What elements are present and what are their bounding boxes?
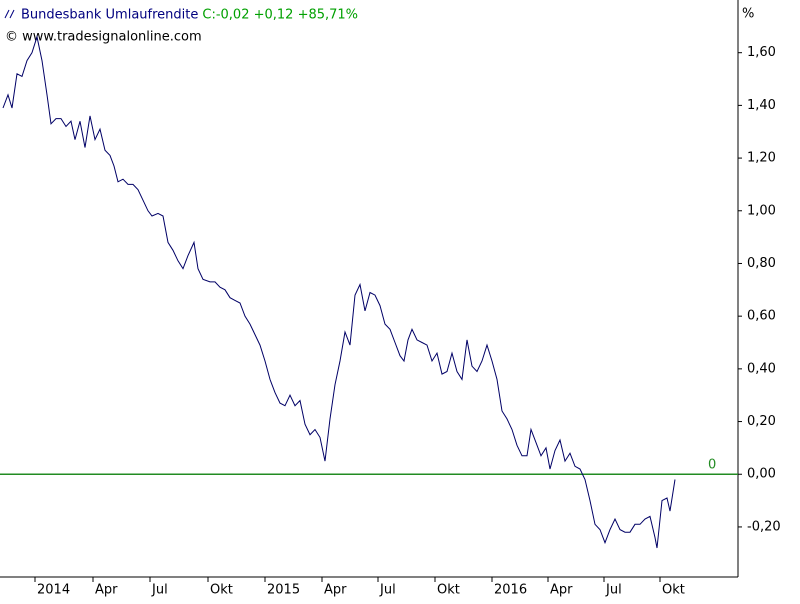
y-tick-label: 0,20 — [747, 414, 776, 429]
y-tick-label: 1,60 — [747, 45, 776, 60]
price-line — [2, 34, 676, 549]
x-tick-label: Apr — [324, 583, 347, 598]
x-tick-label: Okt — [437, 583, 460, 598]
y-tick-label: 0,80 — [747, 256, 776, 271]
y-tick-label: -0,20 — [747, 519, 781, 534]
chart-subtitle: C:-0,02 +0,12 +85,71% — [202, 8, 358, 23]
x-tick-label: Jul — [379, 583, 396, 598]
y-tick-label: 1,00 — [747, 203, 776, 218]
x-tick-label: Apr — [550, 583, 573, 598]
y-unit: % — [742, 7, 754, 22]
y-tick-label: 0,00 — [747, 467, 776, 482]
x-tick-label: Jul — [605, 583, 622, 598]
y-tick-label: 1,20 — [747, 151, 776, 166]
x-tick-label: Okt — [662, 583, 685, 598]
reference-label: 0 — [708, 458, 716, 473]
x-tick-label: Okt — [210, 583, 233, 598]
y-tick-label: 1,40 — [747, 98, 776, 113]
x-tick-label: 2014 — [37, 583, 70, 598]
x-tick-label: Jul — [151, 583, 168, 598]
chart-title: Bundesbank Umlaufrendite — [21, 8, 198, 23]
x-tick-label: 2015 — [267, 583, 300, 598]
indicator-icon — [4, 9, 15, 19]
y-tick-label: 0,40 — [747, 361, 776, 376]
y-tick-label: 0,60 — [747, 309, 776, 324]
x-tick-label: 2016 — [494, 583, 527, 598]
x-tick-label: Apr — [95, 583, 118, 598]
copyright: © www.tradesignalonline.com — [5, 30, 202, 45]
